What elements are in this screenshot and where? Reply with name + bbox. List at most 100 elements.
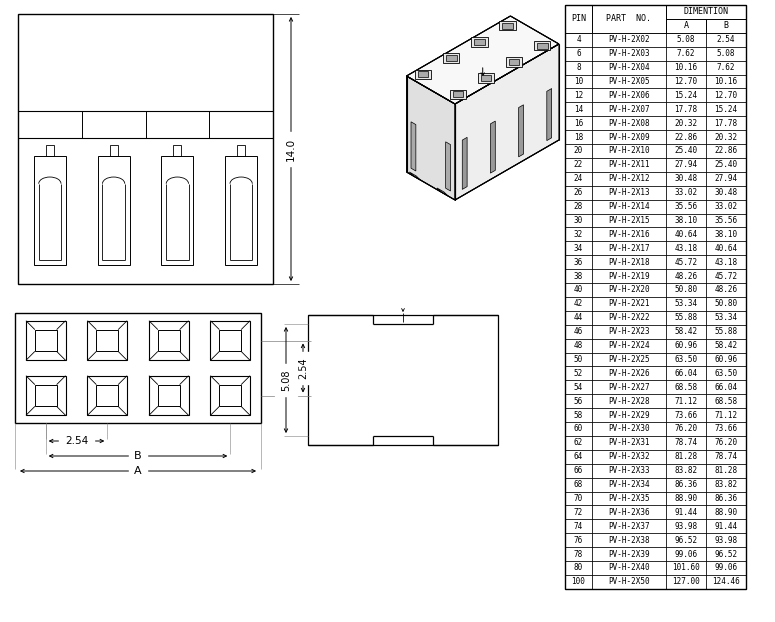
Text: 55.88: 55.88	[674, 313, 698, 322]
Polygon shape	[446, 142, 450, 191]
Bar	[565, 380, 592, 394]
Text: 74: 74	[574, 522, 583, 531]
Text: 33.02: 33.02	[674, 188, 698, 197]
Text: 12.70: 12.70	[674, 77, 698, 86]
Text: 73.66: 73.66	[715, 424, 738, 434]
Bar	[46, 146, 53, 156]
Text: 66.04: 66.04	[715, 383, 738, 392]
Text: 81.28: 81.28	[715, 466, 738, 475]
Text: A: A	[134, 466, 142, 476]
Bar	[666, 19, 706, 33]
Bar	[565, 255, 592, 269]
Text: 72: 72	[574, 508, 583, 517]
Text: 44: 44	[574, 313, 583, 322]
Bar	[565, 241, 592, 255]
Text: 25.40: 25.40	[674, 146, 698, 156]
Text: 63.50: 63.50	[715, 369, 738, 378]
Text: 33.02: 33.02	[715, 202, 738, 211]
Text: 60.96: 60.96	[715, 355, 738, 364]
Text: PV-H-2X23: PV-H-2X23	[608, 327, 649, 336]
Text: PV-H-2X10: PV-H-2X10	[608, 146, 649, 156]
Bar	[592, 491, 666, 506]
Polygon shape	[443, 53, 460, 63]
Bar	[565, 144, 592, 158]
Polygon shape	[407, 16, 559, 104]
Text: 40: 40	[574, 285, 583, 294]
Bar	[592, 408, 666, 422]
Bar	[706, 463, 746, 478]
Polygon shape	[446, 55, 456, 61]
Bar	[237, 146, 245, 156]
Bar	[706, 158, 746, 172]
Text: 86.36: 86.36	[715, 494, 738, 503]
Text: PV-H-2X24: PV-H-2X24	[608, 341, 649, 350]
Text: 78: 78	[574, 550, 583, 559]
Bar	[706, 436, 746, 450]
Bar	[706, 311, 746, 325]
Text: PV-H-2X18: PV-H-2X18	[608, 258, 649, 267]
Text: 60.96: 60.96	[674, 341, 698, 350]
Text: 96.52: 96.52	[674, 536, 698, 545]
Text: 124.46: 124.46	[712, 577, 740, 587]
Bar	[592, 366, 666, 380]
Text: 20: 20	[574, 146, 583, 156]
Bar	[666, 213, 706, 228]
Bar	[666, 561, 706, 575]
Polygon shape	[477, 73, 494, 83]
Bar	[592, 575, 666, 589]
Bar	[666, 241, 706, 255]
Text: 26: 26	[574, 188, 583, 197]
Text: 20.32: 20.32	[674, 119, 698, 128]
Text: 46: 46	[574, 327, 583, 336]
Bar	[706, 228, 746, 241]
Text: 38.10: 38.10	[715, 230, 738, 239]
Bar	[706, 478, 746, 491]
Bar	[565, 519, 592, 533]
Text: 7.62: 7.62	[677, 49, 695, 58]
Bar	[565, 422, 592, 436]
Text: 91.44: 91.44	[674, 508, 698, 517]
Bar	[592, 33, 666, 47]
Bar	[565, 297, 592, 311]
Bar	[706, 200, 746, 213]
Bar	[226, 156, 257, 265]
Bar	[706, 47, 746, 60]
Bar	[666, 338, 706, 353]
Text: 32: 32	[574, 230, 583, 239]
Bar	[592, 88, 666, 102]
Text: PV-H-2X07: PV-H-2X07	[608, 104, 649, 114]
Bar	[706, 561, 746, 575]
Bar	[666, 75, 706, 88]
Bar	[706, 60, 746, 75]
Bar	[565, 75, 592, 88]
Text: PV-H-2X03: PV-H-2X03	[608, 49, 649, 58]
Bar	[109, 146, 118, 156]
Bar	[706, 422, 746, 436]
Text: 40.64: 40.64	[715, 244, 738, 253]
Text: 83.82: 83.82	[674, 466, 698, 475]
Bar	[706, 130, 746, 144]
Bar	[706, 88, 746, 102]
Text: 96.52: 96.52	[715, 550, 738, 559]
Bar	[565, 338, 592, 353]
Bar	[592, 144, 666, 158]
Bar	[592, 241, 666, 255]
Text: 71.12: 71.12	[674, 397, 698, 406]
Text: 53.34: 53.34	[715, 313, 738, 322]
Text: 91.44: 91.44	[715, 522, 738, 531]
Text: 70: 70	[574, 494, 583, 503]
Bar	[26, 321, 66, 360]
Text: 8: 8	[576, 63, 580, 72]
Bar	[592, 116, 666, 130]
Text: 81.28: 81.28	[674, 452, 698, 462]
Bar	[666, 353, 706, 366]
Text: PV-H-2X34: PV-H-2X34	[608, 480, 649, 489]
Text: 78.74: 78.74	[674, 439, 698, 447]
Text: B: B	[134, 451, 142, 461]
Text: PV-H-2X09: PV-H-2X09	[608, 132, 649, 142]
Bar	[565, 60, 592, 75]
Bar	[706, 172, 746, 186]
Text: 14: 14	[574, 104, 583, 114]
Bar	[565, 88, 592, 102]
Text: PV-H-2X50: PV-H-2X50	[608, 577, 649, 587]
